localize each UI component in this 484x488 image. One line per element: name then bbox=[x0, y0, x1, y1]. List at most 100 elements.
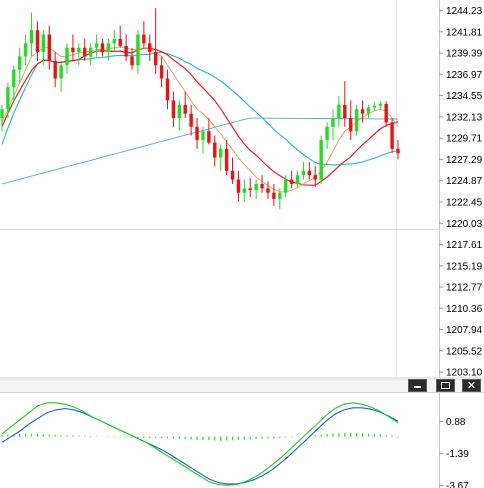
candle bbox=[6, 82, 10, 119]
candle bbox=[53, 52, 57, 88]
candle bbox=[65, 43, 69, 75]
candle bbox=[313, 166, 317, 187]
price-tick-label: 1232.13 bbox=[446, 112, 483, 123]
price-tick-label: 1220.03 bbox=[446, 219, 483, 230]
candle bbox=[159, 56, 164, 88]
candle bbox=[0, 104, 4, 132]
candle-body bbox=[59, 65, 63, 79]
indicator-tick-label: 0.88 bbox=[446, 417, 466, 428]
close-button[interactable]: ✕ bbox=[462, 379, 481, 392]
candle bbox=[136, 30, 140, 75]
candle-body bbox=[213, 142, 217, 158]
candle bbox=[307, 161, 312, 180]
price-tick-label: 1215.19 bbox=[446, 261, 483, 272]
price-tick-label: 1212.77 bbox=[446, 283, 483, 294]
candle bbox=[266, 181, 270, 199]
candle-body bbox=[12, 69, 16, 88]
candle bbox=[295, 170, 300, 189]
candle bbox=[18, 47, 22, 83]
price-tick-label: 1217.61 bbox=[446, 240, 483, 251]
candle bbox=[195, 118, 199, 149]
candle-body bbox=[254, 183, 258, 191]
candlesticks bbox=[0, 8, 400, 210]
candle bbox=[289, 170, 294, 189]
candle bbox=[260, 175, 264, 193]
price-tick-label: 1239.39 bbox=[446, 49, 483, 60]
candle-body bbox=[218, 148, 223, 158]
maximize-button[interactable] bbox=[436, 379, 455, 392]
candle bbox=[118, 25, 122, 48]
candle bbox=[94, 34, 99, 57]
candle-body bbox=[378, 103, 382, 106]
candle bbox=[242, 179, 247, 202]
candle-body bbox=[41, 34, 46, 53]
candle bbox=[248, 177, 252, 198]
candle-body bbox=[6, 87, 10, 110]
candle bbox=[142, 21, 146, 48]
indicator-histogram bbox=[1, 432, 399, 441]
candle bbox=[325, 122, 329, 149]
candle-body bbox=[207, 131, 211, 143]
price-tick-label: 1210.36 bbox=[446, 304, 483, 315]
candle-body bbox=[278, 192, 282, 199]
candle-body bbox=[159, 65, 164, 79]
candle-body bbox=[242, 188, 247, 193]
candle-body bbox=[183, 104, 187, 114]
indicator-panel: 0.88 -1.39 -3.67 bbox=[1, 393, 469, 488]
price-panel: 1244.23 1241.81 1239.39 1236.97 1234.55 1232.… bbox=[0, 0, 483, 380]
candle bbox=[88, 43, 93, 66]
candle-body bbox=[148, 43, 152, 53]
minimize-icon bbox=[414, 386, 421, 388]
candle-body bbox=[94, 43, 99, 48]
candle bbox=[177, 100, 182, 132]
candle-body bbox=[118, 38, 122, 46]
candle bbox=[165, 69, 170, 110]
candle-body bbox=[100, 43, 105, 53]
price-tick-label: 1203.10 bbox=[446, 368, 483, 379]
candle-body bbox=[53, 60, 57, 79]
candle-body bbox=[195, 126, 199, 141]
candle bbox=[153, 8, 158, 75]
candle-body bbox=[307, 170, 312, 176]
candle bbox=[218, 144, 223, 171]
candle bbox=[278, 188, 282, 210]
candle-body bbox=[83, 47, 87, 57]
candle-body bbox=[260, 183, 264, 189]
candle-body bbox=[343, 104, 347, 119]
price-tick-label: 1244.23 bbox=[446, 6, 483, 17]
candle-body bbox=[284, 179, 288, 193]
candle-body bbox=[23, 43, 28, 57]
candle bbox=[106, 38, 111, 61]
price-axis-ticks: 1244.23 1241.81 1239.39 1236.97 1234.55 1232.… bbox=[439, 6, 483, 379]
candle-body bbox=[272, 192, 276, 199]
candle-body bbox=[224, 148, 229, 171]
candle bbox=[354, 104, 359, 136]
candle-body bbox=[349, 118, 353, 132]
candle bbox=[396, 140, 400, 160]
indicator-slow-line bbox=[1, 407, 399, 485]
candle-body bbox=[0, 109, 4, 119]
indicator-tick-label: -1.39 bbox=[446, 449, 469, 460]
candle bbox=[77, 43, 81, 66]
candle-body bbox=[325, 126, 329, 141]
candle bbox=[183, 91, 187, 119]
candle-body bbox=[171, 100, 176, 119]
candle-body bbox=[29, 30, 34, 44]
candle-body bbox=[47, 34, 51, 61]
candle-body bbox=[35, 30, 40, 53]
price-tick-label: 1227.29 bbox=[446, 155, 483, 166]
candle bbox=[171, 91, 176, 127]
candle bbox=[83, 38, 87, 61]
candle bbox=[224, 140, 229, 176]
candle-body bbox=[289, 179, 294, 184]
candle bbox=[301, 161, 306, 180]
candle bbox=[35, 21, 40, 61]
candle-body bbox=[396, 148, 400, 154]
candle-body bbox=[136, 34, 140, 66]
candle bbox=[230, 157, 235, 184]
minimize-button[interactable] bbox=[408, 379, 427, 392]
candle bbox=[201, 126, 205, 154]
maximize-icon bbox=[441, 382, 450, 389]
candle-body bbox=[372, 105, 377, 108]
